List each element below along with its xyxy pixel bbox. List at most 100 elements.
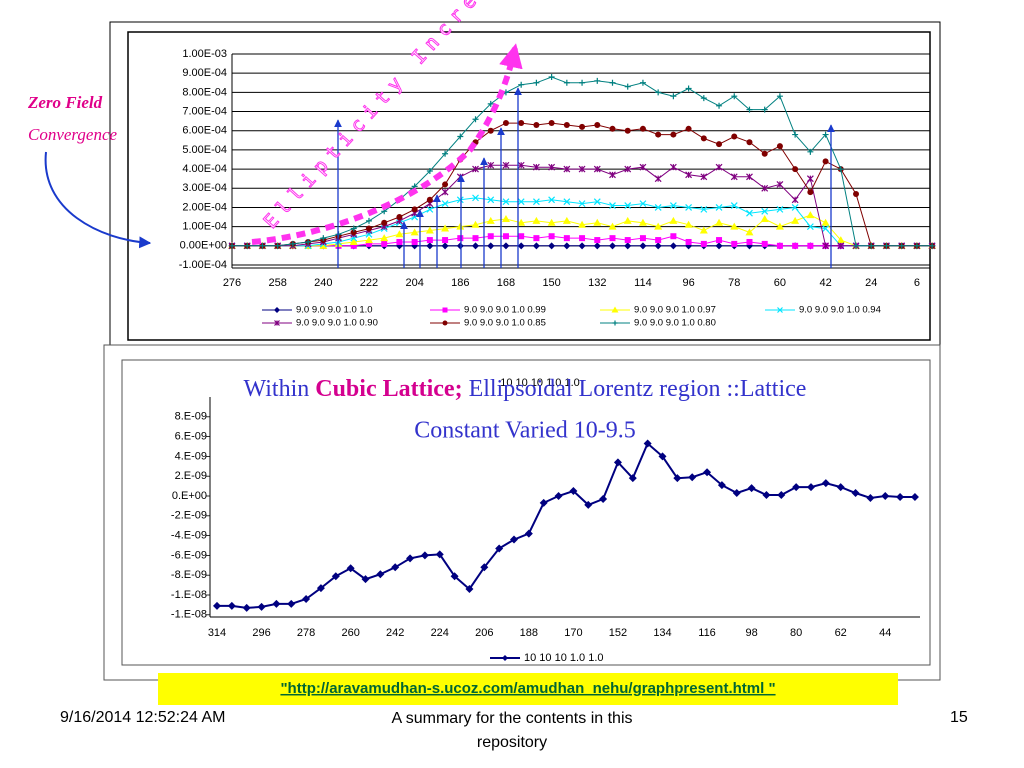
marker <box>609 242 616 250</box>
marker <box>487 161 495 169</box>
x-tick-label: 96 <box>682 277 694 289</box>
marker <box>532 216 541 224</box>
marker <box>471 220 480 228</box>
marker <box>502 655 508 661</box>
marker <box>411 206 418 213</box>
marker <box>853 242 860 249</box>
marker <box>562 216 571 224</box>
marker <box>776 181 784 188</box>
marker <box>806 175 814 183</box>
marker <box>776 143 783 150</box>
marker <box>593 218 602 226</box>
marker <box>685 125 692 132</box>
marker <box>518 120 525 127</box>
marker <box>480 563 489 572</box>
marker <box>346 564 355 573</box>
marker <box>331 572 340 581</box>
chart-title: 10 10 10 1.0 1.0 <box>500 377 580 389</box>
marker <box>426 205 434 213</box>
marker <box>487 196 495 204</box>
y-tick-label: 1.00E-04 <box>182 221 227 233</box>
x-tick-label: 296 <box>252 627 270 639</box>
marker <box>777 307 783 313</box>
x-tick-label: 62 <box>835 627 847 639</box>
marker <box>435 550 444 559</box>
plot-frame <box>127 31 931 341</box>
marker <box>896 492 905 501</box>
x-tick-label: 116 <box>698 627 716 639</box>
marker <box>746 209 753 217</box>
page-number: 15 <box>950 709 968 726</box>
arrows <box>334 87 835 268</box>
marker <box>441 242 449 250</box>
marker <box>450 572 459 581</box>
legend-label: 9.0 9.0 9.0 1.0 0.94 <box>799 305 881 316</box>
marker <box>837 166 844 173</box>
marker <box>746 238 753 245</box>
title-part: Ellipsoidal Lorentz region ::Lattice <box>463 376 807 402</box>
marker <box>472 116 479 123</box>
marker <box>613 458 622 467</box>
marker <box>259 242 266 249</box>
x-tick-label: 78 <box>728 277 740 289</box>
x-tick-label: 258 <box>268 277 286 289</box>
marker <box>584 500 593 509</box>
marker <box>365 240 372 247</box>
marker <box>700 135 707 142</box>
marker <box>685 171 693 179</box>
marker <box>533 121 540 128</box>
x-tick-label: 242 <box>386 627 404 639</box>
marker <box>624 127 631 134</box>
y-tick-label: -1.E-08 <box>171 589 207 601</box>
chart: 1.00E-03 9.00E-04 8.00E-04 7.00E-04 6.00E-04… <box>179 48 937 329</box>
marker <box>502 120 509 127</box>
marker <box>517 161 525 169</box>
marker <box>715 204 723 211</box>
marker <box>731 133 738 140</box>
marker <box>548 120 555 127</box>
marker <box>639 163 647 171</box>
marker <box>532 198 540 206</box>
footer-date: 9/16/2014 12:52:24 AM <box>60 709 225 726</box>
marker <box>532 163 540 171</box>
marker <box>746 173 753 181</box>
x-tick-label: 60 <box>774 277 786 289</box>
marker <box>807 148 814 155</box>
marker <box>868 242 875 249</box>
marker <box>655 237 662 244</box>
marker <box>639 125 646 132</box>
marker <box>837 242 845 250</box>
overlay-title: Within Cubic Lattice; Ellipsoidal Lorent… <box>244 376 807 402</box>
marker <box>717 481 726 490</box>
x-tick-label: 44 <box>879 627 891 639</box>
y-tick-label: 6.E-09 <box>175 431 207 443</box>
marker <box>716 102 723 109</box>
y-tick-label: 4.00E-04 <box>182 163 227 175</box>
x-tick-label: 98 <box>745 627 757 639</box>
marker <box>578 242 586 250</box>
marker <box>745 228 754 236</box>
marker <box>442 237 449 244</box>
legend-label: 9.0 9.0 9.0 1.0 0.97 <box>634 305 716 316</box>
marker <box>381 219 388 226</box>
marker <box>593 242 601 250</box>
marker <box>716 141 723 148</box>
marker <box>669 216 678 224</box>
marker <box>396 238 403 245</box>
marker <box>456 196 464 204</box>
marker <box>227 601 236 610</box>
marker <box>442 307 448 313</box>
marker <box>761 240 768 247</box>
marker <box>792 166 799 173</box>
marker <box>465 585 474 594</box>
marker <box>441 224 450 232</box>
link[interactable]: "http://aravamudhan-s.ucoz.com/amudhan_n… <box>280 680 775 697</box>
x-tick-label: 42 <box>819 277 831 289</box>
x-tick-label: 204 <box>405 277 423 289</box>
overlay-title: Constant Varied 10-9.5 <box>414 418 636 444</box>
marker <box>594 237 601 244</box>
marker <box>272 599 281 608</box>
charts: 1.00E-03 9.00E-04 8.00E-04 7.00E-04 6.00E-04… <box>171 48 937 664</box>
marker <box>822 158 829 165</box>
